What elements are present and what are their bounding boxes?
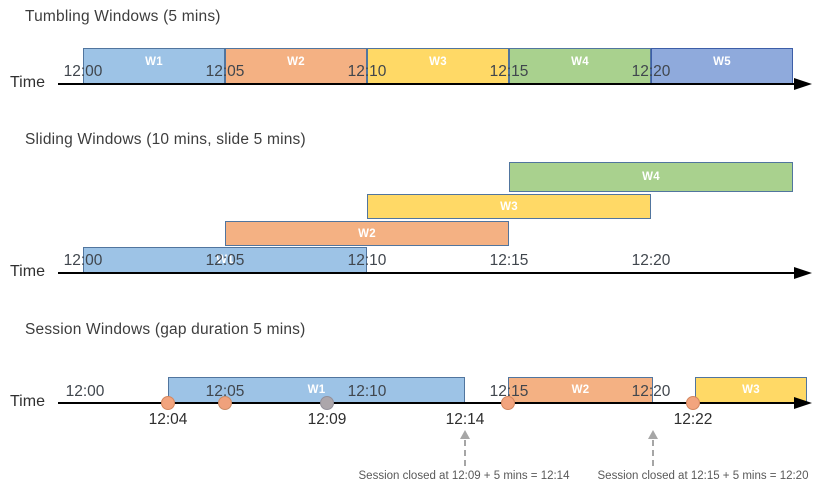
window-label: W2	[571, 384, 590, 396]
session-close-annotation: Session closed at 12:09 + 5 mins = 12:14	[358, 470, 570, 482]
window-label: W1	[216, 254, 234, 266]
session-tick: 12:05	[205, 383, 245, 400]
session-window-w3: W3	[695, 377, 807, 403]
window-label: W1	[145, 55, 163, 68]
tumbling-window-w3: W3	[367, 48, 509, 84]
session-time-axis-label: Time	[10, 393, 45, 410]
sliding-section-title: Sliding Windows (10 mins, slide 5 mins)	[25, 131, 306, 148]
tumbling-tick: 12:00	[63, 63, 103, 80]
tumbling-window-w5: W5	[651, 48, 793, 84]
tumbling-tick: 12:20	[631, 63, 671, 80]
tumbling-section-title: Tumbling Windows (5 mins)	[25, 8, 221, 25]
event-dot	[320, 396, 334, 410]
tumbling-time-axis-label: Time	[10, 74, 45, 91]
tumbling-tick: 12:10	[347, 63, 387, 80]
sliding-tick: 12:15	[489, 252, 529, 269]
sliding-tick: 12:05	[205, 252, 245, 269]
sliding-window-w4: W4	[509, 162, 793, 192]
session-tick: 12:00	[65, 383, 105, 400]
event-time-label: 12:14	[445, 411, 485, 428]
tumbling-axis-arrowhead-icon	[794, 78, 812, 90]
sliding-tick: 12:20	[631, 252, 671, 269]
event-time-label: 12:22	[673, 411, 713, 428]
window-label: W1	[307, 384, 326, 396]
window-label: W2	[358, 227, 376, 240]
session-window-w1: W1	[168, 377, 465, 403]
window-label: W5	[713, 55, 731, 68]
session-tick: 12:15	[489, 383, 529, 400]
session-tick: 12:20	[631, 383, 671, 400]
tumbling-time-axis	[58, 83, 795, 85]
up-arrow-icon	[460, 430, 470, 439]
event-time-label: 12:04	[148, 411, 188, 428]
event-dot	[501, 396, 515, 410]
session-close-annotation: Session closed at 12:15 + 5 mins = 12:20	[597, 470, 809, 482]
event-dot	[218, 396, 232, 410]
sliding-window-w3: W3	[367, 194, 651, 219]
annotation-arrow-shaft	[652, 440, 654, 466]
window-label: W3	[429, 55, 447, 68]
event-dot	[686, 396, 700, 410]
window-label: W3	[742, 384, 760, 396]
session-tick: 12:10	[347, 383, 387, 400]
annotation-arrow-shaft	[464, 440, 466, 466]
session-window-w2: W2	[508, 377, 653, 403]
tumbling-tick: 12:15	[489, 63, 529, 80]
sliding-tick: 12:00	[63, 252, 103, 269]
sliding-window-w2: W2	[225, 221, 509, 246]
sliding-time-axis	[58, 272, 795, 274]
tumbling-tick: 12:05	[205, 63, 245, 80]
window-label: W4	[642, 171, 660, 183]
session-section-title: Session Windows (gap duration 5 mins)	[25, 321, 306, 338]
sliding-time-axis-label: Time	[10, 263, 45, 280]
session-time-axis	[58, 402, 795, 404]
up-arrow-icon	[648, 430, 658, 439]
sliding-tick: 12:10	[347, 252, 387, 269]
event-dot	[161, 396, 175, 410]
window-label: W4	[571, 55, 589, 68]
tumbling-window-w2: W2	[225, 48, 367, 84]
session-axis-arrowhead-icon	[794, 397, 812, 409]
sliding-axis-arrowhead-icon	[794, 267, 812, 279]
window-label: W3	[500, 200, 518, 213]
tumbling-window-w1: W1	[83, 48, 225, 84]
window-label: W2	[287, 55, 305, 68]
tumbling-window-w4: W4	[509, 48, 651, 84]
event-time-label: 12:09	[307, 411, 347, 428]
